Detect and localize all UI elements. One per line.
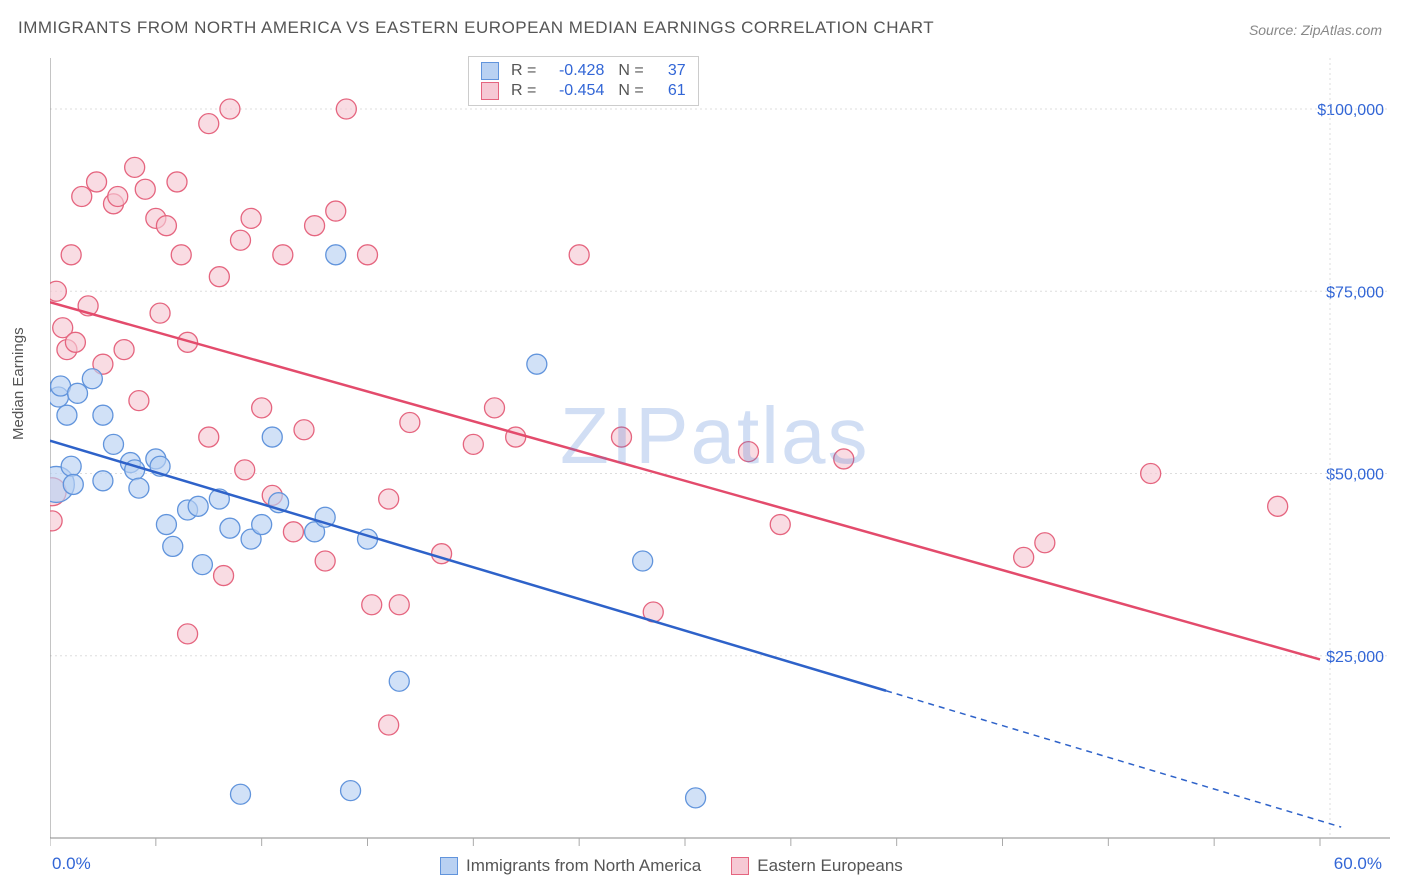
svg-text:$50,000: $50,000 (1326, 467, 1384, 484)
y-axis-label: Median Earnings (10, 327, 27, 440)
x-axis-max-label: 60.0% (1334, 854, 1382, 874)
legend-swatch (481, 82, 499, 100)
source-value: ZipAtlas.com (1301, 22, 1382, 38)
x-axis-min-label: 0.0% (52, 854, 91, 874)
series-label: Eastern Europeans (757, 856, 903, 876)
source-label: Source: (1249, 22, 1297, 38)
correlation-legend: R = -0.428 N = 37 R = -0.454 N = 61 (468, 56, 699, 106)
n-label: N = (618, 62, 643, 80)
r-value: -0.428 (548, 62, 604, 80)
n-value: 61 (656, 82, 686, 100)
n-label: N = (618, 82, 643, 100)
legend-swatch (481, 62, 499, 80)
svg-text:$100,000: $100,000 (1317, 102, 1384, 119)
legend-row: R = -0.428 N = 37 (481, 61, 686, 81)
series-label: Immigrants from North America (466, 856, 701, 876)
legend-swatch (440, 857, 458, 875)
series-legend-item: Immigrants from North America (440, 856, 701, 876)
svg-text:$25,000: $25,000 (1326, 649, 1384, 666)
n-value: 37 (656, 62, 686, 80)
chart-title: IMMIGRANTS FROM NORTH AMERICA VS EASTERN… (18, 18, 934, 38)
svg-text:$75,000: $75,000 (1326, 284, 1384, 301)
source-attribution: Source: ZipAtlas.com (1249, 22, 1382, 38)
r-label: R = (511, 62, 536, 80)
scatter-plot: $25,000 $50,000 $75,000 $100,000 (50, 56, 1390, 846)
legend-row: R = -0.454 N = 61 (481, 81, 686, 101)
r-label: R = (511, 82, 536, 100)
legend-swatch (731, 857, 749, 875)
series-legend: Immigrants from North America Eastern Eur… (440, 856, 903, 876)
chart-area: $25,000 $50,000 $75,000 $100,000 (50, 56, 1390, 846)
r-value: -0.454 (548, 82, 604, 100)
series-legend-item: Eastern Europeans (731, 856, 903, 876)
